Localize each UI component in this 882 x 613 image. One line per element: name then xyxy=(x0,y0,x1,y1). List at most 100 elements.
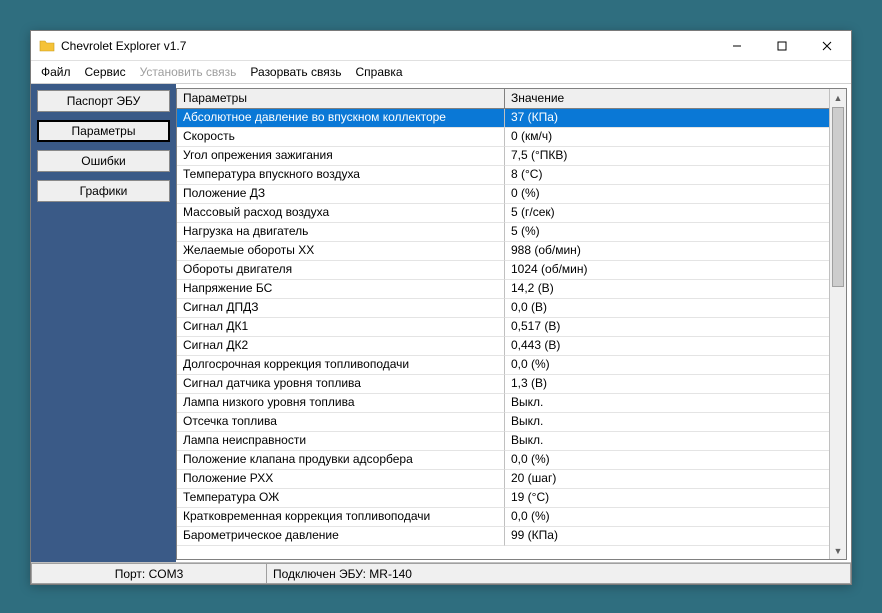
cell-value: 8 (°C) xyxy=(505,166,829,185)
cell-param: Угол опрежения зажигания xyxy=(177,147,505,166)
grid-header: Параметры Значение xyxy=(177,89,829,109)
grid-wrap: Параметры Значение Абсолютное давление в… xyxy=(176,88,847,560)
cell-param: Сигнал ДПДЗ xyxy=(177,299,505,318)
status-connection: Подключен ЭБУ: MR-140 xyxy=(266,563,851,584)
nav-button[interactable]: Ошибки xyxy=(37,150,170,172)
main-panel: Параметры Значение Абсолютное давление в… xyxy=(176,84,851,562)
cell-param: Сигнал датчика уровня топлива xyxy=(177,375,505,394)
table-row[interactable]: Угол опрежения зажигания7,5 (°ПКВ) xyxy=(177,147,829,166)
cell-value: Выкл. xyxy=(505,413,829,432)
cell-param: Кратковременная коррекция топливоподачи xyxy=(177,508,505,527)
table-row[interactable]: Температура ОЖ19 (°C) xyxy=(177,489,829,508)
table-row[interactable]: Скорость0 (км/ч) xyxy=(177,128,829,147)
scroll-thumb[interactable] xyxy=(832,107,844,287)
body: Паспорт ЭБУ Параметры Ошибки Графики Параме… xyxy=(31,83,851,562)
cell-value: 0,443 (В) xyxy=(505,337,829,356)
cell-param: Желаемые обороты ХХ xyxy=(177,242,505,261)
cell-param: Положение ДЗ xyxy=(177,185,505,204)
app-window: Chevrolet Explorer v1.7 Файл Сервис Устано… xyxy=(30,30,852,585)
menu-item[interactable]: Справка xyxy=(356,65,403,79)
cell-value: 988 (об/мин) xyxy=(505,242,829,261)
table-row[interactable]: Температура впускного воздуха8 (°C) xyxy=(177,166,829,185)
titlebar: Chevrolet Explorer v1.7 xyxy=(31,31,851,61)
grid-rows: Абсолютное давление во впускном коллекто… xyxy=(177,109,829,546)
statusbar: Порт: COM3 Подключен ЭБУ: MR-140 xyxy=(31,562,851,584)
table-row[interactable]: Положение РХХ20 (шаг) xyxy=(177,470,829,489)
scroll-down-icon[interactable]: ▼ xyxy=(830,542,846,559)
nav-button[interactable]: Параметры xyxy=(37,120,170,142)
cell-param: Лампа неисправности xyxy=(177,432,505,451)
table-row[interactable]: Кратковременная коррекция топливоподачи0… xyxy=(177,508,829,527)
table-row[interactable]: Положение клапана продувки адсорбера0,0 … xyxy=(177,451,829,470)
column-header-value[interactable]: Значение xyxy=(505,89,829,108)
cell-param: Сигнал ДК1 xyxy=(177,318,505,337)
cell-value: 99 (КПа) xyxy=(505,527,829,546)
cell-value: 5 (г/сек) xyxy=(505,204,829,223)
cell-param: Положение РХХ xyxy=(177,470,505,489)
table-row[interactable]: Сигнал ДПДЗ0,0 (В) xyxy=(177,299,829,318)
cell-param: Сигнал ДК2 xyxy=(177,337,505,356)
cell-value: 0,0 (В) xyxy=(505,299,829,318)
cell-param: Температура впускного воздуха xyxy=(177,166,505,185)
close-button[interactable] xyxy=(804,32,849,60)
cell-param: Барометрическое давление xyxy=(177,527,505,546)
cell-value: 0,517 (В) xyxy=(505,318,829,337)
table-row[interactable]: Долгосрочная коррекция топливоподачи0,0 … xyxy=(177,356,829,375)
window-title: Chevrolet Explorer v1.7 xyxy=(61,39,186,53)
cell-param: Отсечка топлива xyxy=(177,413,505,432)
nav-button[interactable]: Паспорт ЭБУ xyxy=(37,90,170,112)
table-row[interactable]: Отсечка топливаВыкл. xyxy=(177,413,829,432)
cell-value: 1024 (об/мин) xyxy=(505,261,829,280)
cell-value: Выкл. xyxy=(505,394,829,413)
minimize-button[interactable] xyxy=(714,32,759,60)
table-row[interactable]: Обороты двигателя1024 (об/мин) xyxy=(177,261,829,280)
parameters-grid: Параметры Значение Абсолютное давление в… xyxy=(177,89,829,559)
cell-value: Выкл. xyxy=(505,432,829,451)
menu-item: Установить связь xyxy=(140,65,237,79)
table-row[interactable]: Барометрическое давление99 (КПа) xyxy=(177,527,829,546)
cell-value: 1,3 (В) xyxy=(505,375,829,394)
cell-value: 20 (шаг) xyxy=(505,470,829,489)
table-row[interactable]: Лампа неисправностиВыкл. xyxy=(177,432,829,451)
table-row[interactable]: Сигнал ДК20,443 (В) xyxy=(177,337,829,356)
table-row[interactable]: Нагрузка на двигатель5 (%) xyxy=(177,223,829,242)
table-row[interactable]: Желаемые обороты ХХ988 (об/мин) xyxy=(177,242,829,261)
menu-item[interactable]: Файл xyxy=(41,65,71,79)
cell-param: Абсолютное давление во впускном коллекто… xyxy=(177,109,505,128)
scroll-up-icon[interactable]: ▲ xyxy=(830,89,846,106)
cell-value: 5 (%) xyxy=(505,223,829,242)
cell-value: 19 (°C) xyxy=(505,489,829,508)
status-port: Порт: COM3 xyxy=(31,563,266,584)
app-folder-icon xyxy=(39,38,55,54)
cell-value: 0,0 (%) xyxy=(505,451,829,470)
cell-value: 7,5 (°ПКВ) xyxy=(505,147,829,166)
maximize-button[interactable] xyxy=(759,32,804,60)
cell-param: Напряжение БС xyxy=(177,280,505,299)
column-header-param[interactable]: Параметры xyxy=(177,89,505,108)
table-row[interactable]: Положение ДЗ0 (%) xyxy=(177,185,829,204)
menu-item[interactable]: Сервис xyxy=(85,65,126,79)
cell-value: 37 (КПа) xyxy=(505,109,829,128)
cell-value: 0 (км/ч) xyxy=(505,128,829,147)
cell-value: 14,2 (В) xyxy=(505,280,829,299)
cell-param: Скорость xyxy=(177,128,505,147)
menubar: Файл Сервис Установить связь Разорвать связ… xyxy=(31,61,851,83)
cell-param: Температура ОЖ xyxy=(177,489,505,508)
table-row[interactable]: Сигнал датчика уровня топлива1,3 (В) xyxy=(177,375,829,394)
cell-value: 0 (%) xyxy=(505,185,829,204)
table-row[interactable]: Массовый расход воздуха5 (г/сек) xyxy=(177,204,829,223)
table-row[interactable]: Напряжение БС14,2 (В) xyxy=(177,280,829,299)
cell-param: Массовый расход воздуха xyxy=(177,204,505,223)
cell-param: Обороты двигателя xyxy=(177,261,505,280)
nav-button[interactable]: Графики xyxy=(37,180,170,202)
sidebar: Паспорт ЭБУ Параметры Ошибки Графики xyxy=(31,84,176,562)
table-row[interactable]: Абсолютное давление во впускном коллекто… xyxy=(177,109,829,128)
vertical-scrollbar[interactable]: ▲ ▼ xyxy=(829,89,846,559)
menu-item[interactable]: Разорвать связь xyxy=(250,65,341,79)
table-row[interactable]: Сигнал ДК10,517 (В) xyxy=(177,318,829,337)
cell-param: Нагрузка на двигатель xyxy=(177,223,505,242)
cell-param: Лампа низкого уровня топлива xyxy=(177,394,505,413)
cell-param: Положение клапана продувки адсорбера xyxy=(177,451,505,470)
cell-param: Долгосрочная коррекция топливоподачи xyxy=(177,356,505,375)
table-row[interactable]: Лампа низкого уровня топливаВыкл. xyxy=(177,394,829,413)
